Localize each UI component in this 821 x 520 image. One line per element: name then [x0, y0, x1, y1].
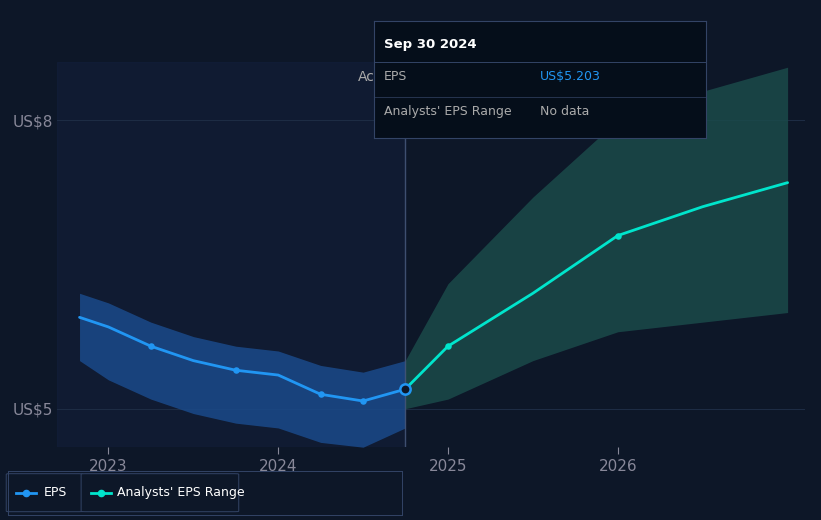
Text: Actual: Actual — [358, 70, 401, 84]
Text: Analysts Forecasts: Analysts Forecasts — [414, 70, 543, 84]
Point — [144, 342, 158, 350]
Point — [94, 489, 108, 497]
Text: No data: No data — [540, 105, 589, 118]
Point — [442, 342, 455, 350]
Text: US$5.203: US$5.203 — [540, 70, 601, 83]
Point — [20, 489, 33, 497]
Text: Sep 30 2024: Sep 30 2024 — [383, 38, 476, 51]
Point — [356, 397, 369, 405]
FancyBboxPatch shape — [7, 474, 83, 512]
Text: EPS: EPS — [44, 486, 67, 499]
Point — [314, 390, 328, 398]
Point — [399, 385, 412, 393]
Point — [611, 231, 624, 240]
Text: Analysts' EPS Range: Analysts' EPS Range — [383, 105, 511, 118]
Bar — [57, 62, 406, 447]
Text: EPS: EPS — [383, 70, 407, 83]
FancyBboxPatch shape — [81, 474, 239, 512]
Text: Analysts' EPS Range: Analysts' EPS Range — [117, 486, 244, 499]
Point — [229, 366, 242, 374]
